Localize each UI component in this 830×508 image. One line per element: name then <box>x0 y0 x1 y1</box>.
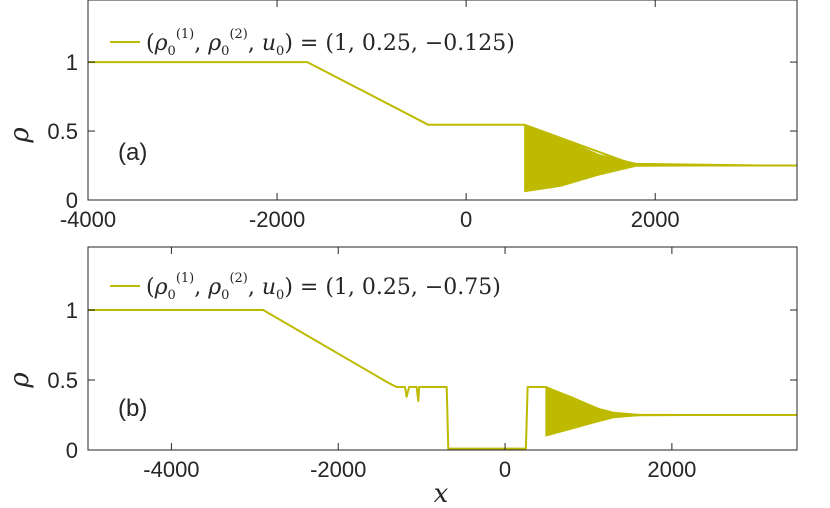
x-tick-label-b-2: 0 <box>499 457 511 482</box>
legend-box-b <box>105 268 565 304</box>
legend-box-a <box>105 24 585 60</box>
x-tick-label-a-3: 2000 <box>631 207 680 232</box>
plot-area-b: -4000 -2000 0 2000 0 0.5 1 <box>47 246 798 482</box>
y-tick-label-a-1: 0.5 <box>47 119 78 144</box>
x-axis-label: x <box>434 479 449 508</box>
y-tick-label-a-2: 1 <box>66 50 78 75</box>
plot-area-a: -4000 -2000 0 2000 0 0.5 1 <box>47 0 798 232</box>
legend-b: (ρ0(1), ρ0(2), u0) = (1, 0.25, −0.75) <box>105 268 565 304</box>
x-tick-label-a-0: -4000 <box>60 207 116 232</box>
oscillation-band-a <box>524 124 798 193</box>
x-tick-label-a-1: -2000 <box>249 207 305 232</box>
x-tick-label-b-1: -2000 <box>310 457 366 482</box>
legend-label-a: (ρ0(1), ρ0(2), u0) = (1, 0.25, −0.125) <box>146 27 515 59</box>
panel-label-b: (b) <box>118 395 147 422</box>
series-line-b-0 <box>88 309 797 450</box>
legend-label-b: (ρ0(1), ρ0(2), u0) = (1, 0.25, −0.75) <box>146 271 501 303</box>
panel-a: -4000 -2000 0 2000 0 0.5 1 (ρ0(1), ρ0(2), u0) … <box>5 0 798 232</box>
y-axis-label-a: ρ <box>5 127 35 144</box>
axes-box-a <box>87 0 798 201</box>
y-tick-label-a-0: 0 <box>66 188 78 213</box>
legend-a: (ρ0(1), ρ0(2), u0) = (1, 0.25, −0.125) <box>105 24 585 60</box>
series-line-a-0 <box>88 61 797 167</box>
panel-label-a: (a) <box>118 139 147 166</box>
x-tick-label-b-3: 2000 <box>647 457 696 482</box>
oscillation-band-b <box>545 386 798 437</box>
x-tick-label-b-0: -4000 <box>143 457 199 482</box>
x-tick-label-a-2: 0 <box>460 207 472 232</box>
axes-box-b <box>87 246 798 451</box>
y-tick-label-b-1: 0.5 <box>47 368 78 393</box>
panel-b: -4000 -2000 0 2000 0 0.5 1 (ρ0(1), ρ0(2), u0) … <box>5 246 798 482</box>
y-tick-label-b-0: 0 <box>66 438 78 463</box>
y-axis-label-b: ρ <box>5 372 35 389</box>
y-tick-label-b-2: 1 <box>66 298 78 323</box>
